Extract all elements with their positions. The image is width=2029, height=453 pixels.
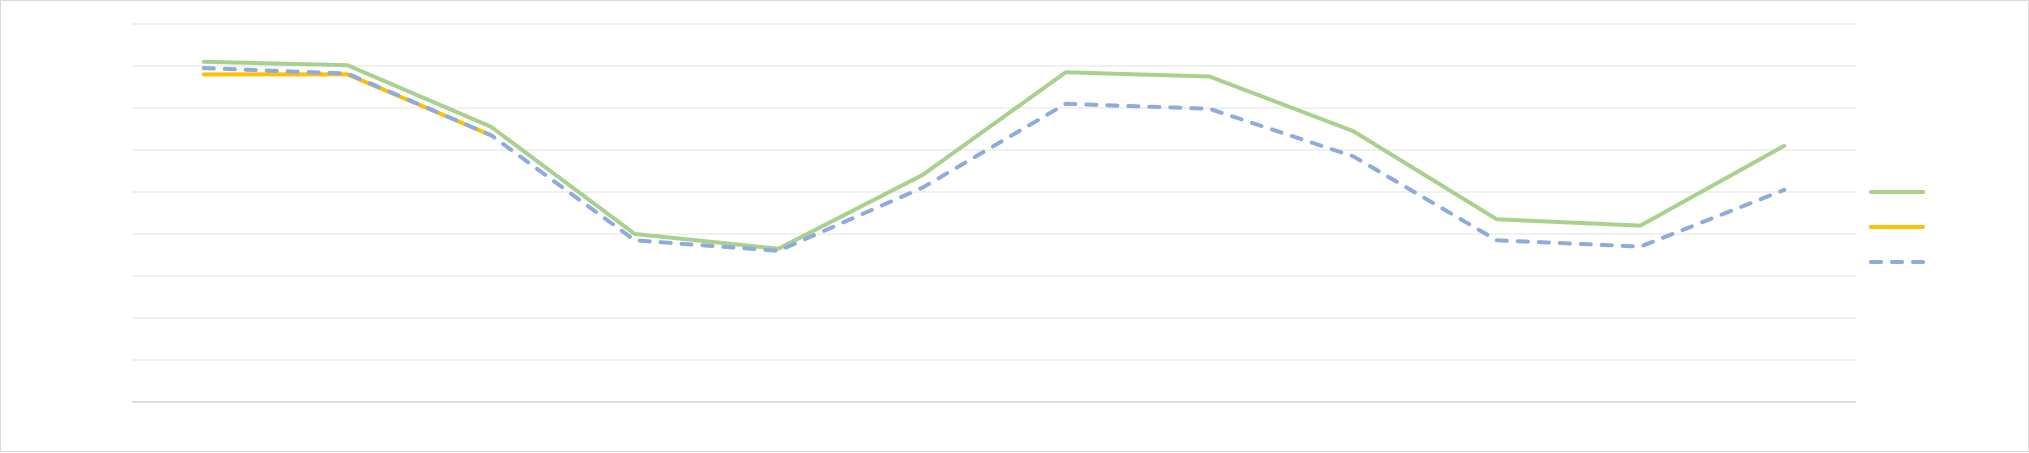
gridlines bbox=[132, 23, 1856, 361]
series-layer bbox=[201, 59, 1787, 253]
series-line-2 bbox=[201, 72, 494, 138]
series-line-3 bbox=[201, 66, 1787, 253]
legend bbox=[1869, 190, 1925, 264]
series-line-1 bbox=[201, 59, 1787, 251]
